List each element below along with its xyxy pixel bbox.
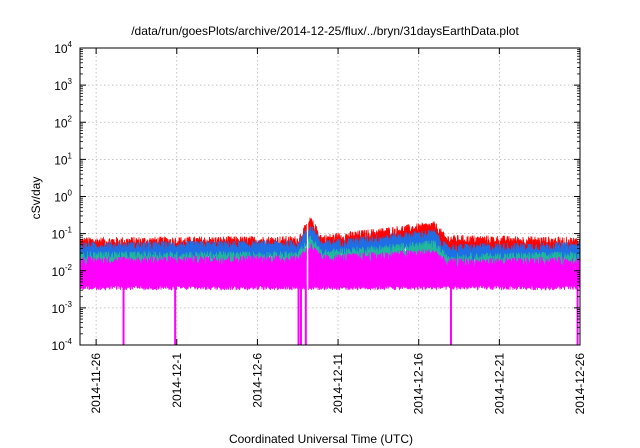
y-tick-label: 10-2 xyxy=(52,263,73,279)
y-tick-label: 10-3 xyxy=(52,300,73,316)
y-tick-label: 104 xyxy=(54,40,72,56)
y-tick-label: 102 xyxy=(54,114,72,130)
x-tick-label: 2014-12-26 xyxy=(573,353,587,415)
x-tick-label: 2014-11-26 xyxy=(89,353,103,414)
x-tick-label: 2014-12-11 xyxy=(331,353,345,414)
series-layer xyxy=(79,217,581,345)
x-tick-label: 2014-12-16 xyxy=(412,353,426,415)
x-tick-label: 2014-12-1 xyxy=(170,353,184,408)
y-tick-label: 100 xyxy=(54,189,72,205)
x-tick-label: 2014-12-21 xyxy=(492,353,506,415)
y-axis-label: cSv/day xyxy=(29,177,43,220)
x-axis-label: Coordinated Universal Time (UTC) xyxy=(229,432,413,446)
y-tick-label: 10-1 xyxy=(52,226,73,242)
grid xyxy=(80,48,580,345)
y-tick-label: 103 xyxy=(54,77,72,93)
y-tick-label: 101 xyxy=(54,151,72,167)
ticks: 10-4 10-3 10-2 10-1 100 101 102 103 104 2014-11-2… xyxy=(52,40,587,414)
x-tick-label: 2014-12-6 xyxy=(250,353,264,408)
y-tick-label: 10-4 xyxy=(52,337,73,353)
chart-title: /data/run/goesPlots/archive/2014-12-25/f… xyxy=(131,24,519,38)
